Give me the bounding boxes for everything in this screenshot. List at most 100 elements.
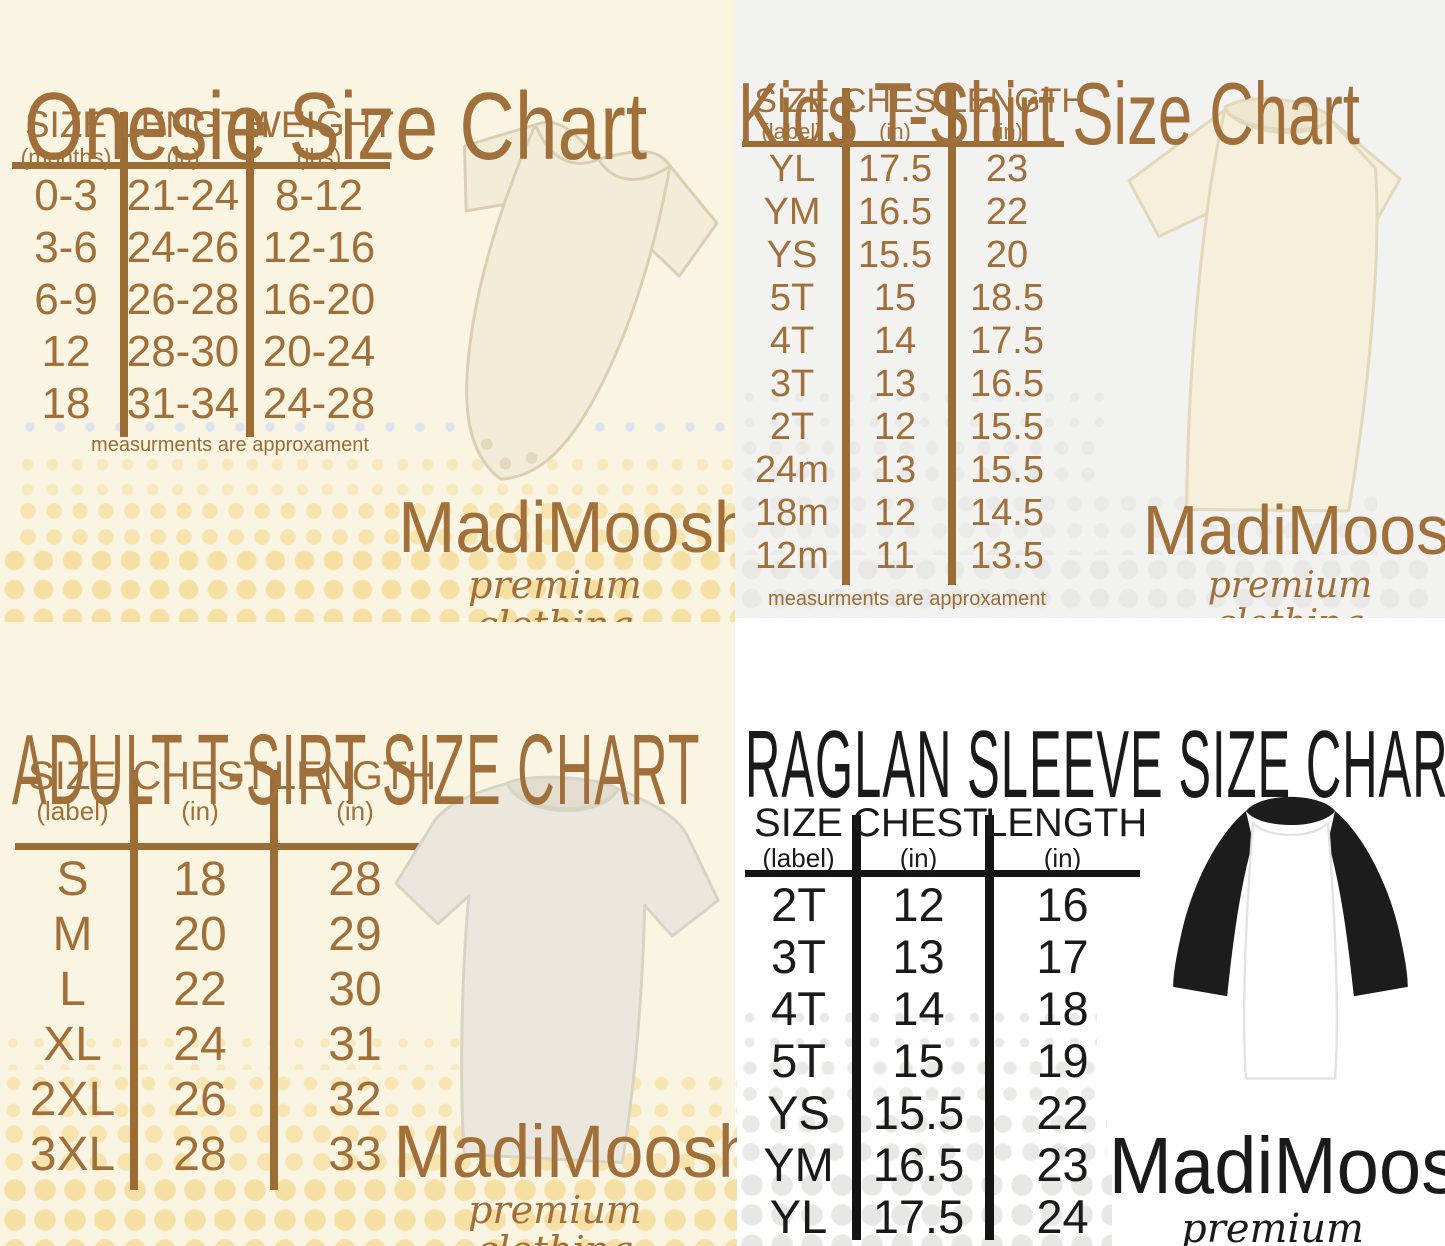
table-row: 5T 15 19 [745,1033,1140,1087]
table-cell: 14.5 [970,492,1044,534]
table-header-rule [742,141,1064,147]
column-header-size: SIZE (label) [754,82,830,144]
halftone-dots [737,555,1437,618]
onesie-chart-title: Onesie Size Chart [24,73,648,181]
table-header-rule [745,870,1140,877]
raglan-chart-title: RAGLAN SLEEVE SIZE CHART [745,711,1445,819]
column-header-length: LENGTH (in) [985,801,1148,873]
table-row: S 18 28 [15,852,440,907]
halftone-dots [737,1170,1112,1246]
table-cell: 13 [892,929,945,983]
halftone-dots [0,546,735,622]
table-header-rule [15,843,448,850]
table-row: YS 15.5 20 [742,234,1066,277]
table-cell: 33 [328,1128,382,1181]
table-cell: 12m [755,535,829,577]
table-cell: 11 [875,535,915,577]
table-cell: 12 [41,327,91,376]
measurement-note: measurments are approxament [91,434,369,456]
table-divider [948,88,956,585]
column-header-weight: WEIGHT (lbs) [246,104,394,170]
table-cell: 8-12 [274,171,364,220]
table-cell: 24 [1036,1189,1089,1243]
table-cell: 14 [892,981,945,1035]
table-header: SIZE (label) CHEST (in) LENGTH (in) [742,82,1086,144]
table-row: YL 17.5 24 [745,1189,1140,1243]
table-cell: 16.5 [872,1137,965,1191]
table-cell: 22 [985,191,1029,233]
table-cell: 23 [1036,1137,1089,1191]
table-cell: 29 [328,908,382,961]
table-cell: YL [768,148,816,190]
table-cell: 16-20 [262,275,376,324]
column-header-length: LENGTH (in) [273,754,437,826]
madimoosh-logo: MadiMoosh premium clothing MADE WITH LOV… [1100,1126,1445,1246]
table-cell: 5T [769,277,815,319]
brand-tagline: premium clothing [468,563,642,622]
column-header-size: SIZE (months) [20,104,112,170]
column-header-chest: CHEST (in) [842,82,958,144]
column-header-length: LENGTH (in) [948,82,1086,144]
table-cell: 15.5 [858,234,932,276]
table-cell: 28 [328,853,382,906]
table-cell: 24 [173,1018,227,1071]
table-cell: 18 [41,379,91,428]
kids-chart-title: Kids T-Shirt Size Chart [738,63,1360,163]
halftone-dots [15,498,735,546]
table-row: 18 31-34 24-28 [12,378,392,430]
table-divider [842,88,850,585]
table-divider [270,770,278,1190]
table-cell: 26-28 [126,275,240,324]
table-cell: 17.5 [970,320,1044,362]
brand-tagline: premium clothing [468,1188,642,1246]
table-cell: 5T [771,1033,826,1087]
table-cell: 15.5 [872,1085,965,1139]
table-cell: S [56,853,89,906]
column-header-size: SIZE (label) [28,754,117,826]
table-cell: 22 [173,963,227,1016]
table-header: SIZE (months) LENGTH (in) WEIGHT (lbs) [12,104,394,170]
table-cell: 12-16 [262,223,376,272]
table-cell: 2XL [29,1073,116,1126]
halftone-dots [737,385,1107,435]
table-row: XL 24 31 [15,1017,440,1072]
column-header-length: LENGTH (in) [120,104,271,170]
table-cell: 4T [771,981,826,1035]
table-row: 4T 14 17.5 [742,320,1066,363]
table-cell: 3T [769,363,815,405]
table-cell: 12 [873,492,917,534]
table-row: L 22 30 [15,962,440,1017]
table-cell: YS [767,1085,830,1139]
table-divider [246,112,254,437]
table-cell: 3XL [29,1128,116,1181]
table-row: 12 28-30 20-24 [12,326,392,378]
table-row: YL 17.5 23 [742,148,1066,191]
onesie-size-chart-panel: Onesie Size Chart SIZE (months) LENGTH (… [0,0,735,622]
table-row: 3-6 24-26 12-16 [12,222,392,274]
adult-chart-title: ADULT T-SIRT SIZE CHART [12,714,701,826]
table-row: 5T 15 18.5 [742,277,1066,320]
table-cell: 31 [328,1018,382,1071]
kids-size-table: YL 17.5 23 YM 16.5 22 YS 15.5 20 5T 15 18.5 4T 14 17.5… [742,148,1066,578]
table-cell: 4T [769,320,815,362]
table-cell: 21-24 [126,171,240,220]
adult-size-table: S 18 28 M 20 29 L 22 30 XL 24 31 2XL 26 32 3XL 28 33 [15,852,440,1182]
table-divider [852,815,861,1240]
table-cell: 18 [173,853,227,906]
table-cell: 16.5 [970,363,1044,405]
table-cell: 2T [769,406,815,448]
table-cell: 22 [1036,1085,1089,1139]
table-row: 18m 12 14.5 [742,492,1066,535]
table-cell: 18m [755,492,829,534]
table-cell: YM [763,191,821,233]
table-cell: 18.5 [970,277,1044,319]
table-row: 2XL 26 32 [15,1072,440,1127]
table-divider [985,815,994,1240]
table-cell: 13 [873,449,917,491]
table-cell: 17.5 [872,1189,965,1243]
table-cell: 0-3 [34,171,98,220]
measurement-note: measurments are approxament [768,588,1046,610]
table-cell: 20 [985,234,1029,276]
table-cell: 2T [771,877,826,931]
